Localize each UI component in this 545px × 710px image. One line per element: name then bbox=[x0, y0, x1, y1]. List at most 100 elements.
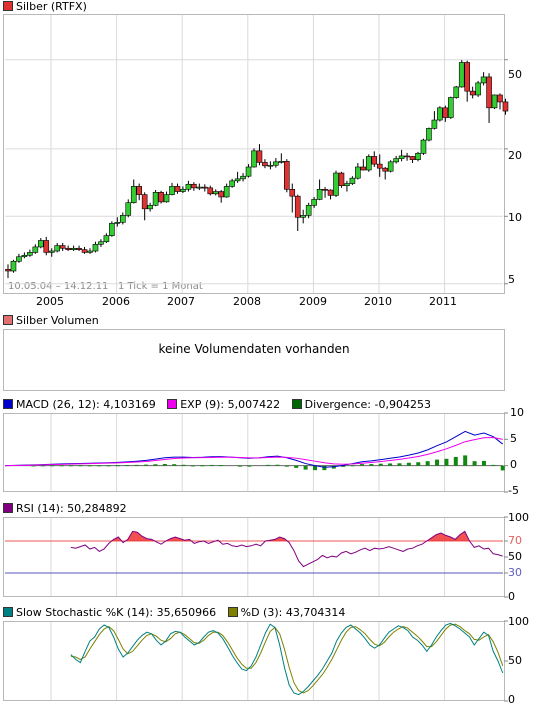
stoch-k-label: Slow Stochastic %K (14): 35,650966 bbox=[16, 606, 217, 619]
candle-body bbox=[207, 187, 214, 195]
rsi-y-tick-label: 30 bbox=[508, 566, 522, 579]
divergence-bar bbox=[144, 464, 149, 466]
candle-body bbox=[120, 215, 126, 223]
divergence-bar bbox=[31, 465, 36, 467]
range-info: 10.05.04 – 14.12.11 1 Tick = 1 Monat bbox=[8, 281, 203, 292]
candle-body bbox=[415, 153, 421, 160]
divergence-bar bbox=[68, 465, 73, 467]
candle-body bbox=[327, 189, 334, 196]
candle-body bbox=[136, 186, 142, 195]
macd-y-tick-label: 5 bbox=[510, 432, 517, 445]
price-y-tick-label: 10 bbox=[508, 211, 522, 224]
macd-swatch bbox=[3, 399, 13, 409]
rsi-overbought-area bbox=[125, 531, 155, 541]
candle-body bbox=[300, 215, 307, 218]
divergence-bar bbox=[59, 465, 64, 467]
candle-body bbox=[32, 246, 39, 253]
divergence-bar bbox=[209, 464, 214, 466]
price-y-tick-label: 50 bbox=[508, 68, 522, 81]
no-volume-message: keine Volumendaten vorhanden bbox=[158, 342, 350, 356]
candle-body bbox=[376, 163, 383, 169]
candle-body bbox=[475, 82, 481, 96]
candle-body bbox=[420, 139, 427, 154]
candle-body bbox=[245, 166, 252, 177]
candle-body bbox=[360, 166, 367, 171]
x-tick-label: 2005 bbox=[36, 295, 64, 308]
divergence-bar bbox=[500, 465, 505, 471]
divergence-bar bbox=[406, 462, 411, 466]
divergence-bar bbox=[388, 463, 393, 466]
candle-body bbox=[480, 76, 487, 84]
candle-body bbox=[382, 167, 389, 172]
candle-body bbox=[262, 162, 268, 167]
candle-body bbox=[240, 175, 246, 180]
rsi-legend-swatch bbox=[3, 503, 13, 513]
candle-body bbox=[223, 186, 230, 198]
divergence-bar bbox=[369, 464, 374, 466]
divergence-bar bbox=[172, 464, 177, 466]
divergence-bar bbox=[247, 465, 252, 467]
divergence-bar bbox=[481, 460, 486, 466]
rsi-y-tick-label: 70 bbox=[508, 534, 522, 547]
candle-body bbox=[202, 186, 208, 189]
divergence-bar bbox=[162, 463, 167, 466]
divergence-bar bbox=[106, 465, 111, 467]
stoch-k-line bbox=[70, 622, 504, 696]
candle-body bbox=[294, 195, 301, 218]
volume-panel bbox=[3, 329, 505, 391]
divergence-bar bbox=[378, 463, 383, 466]
divergence-bar bbox=[322, 465, 327, 471]
divergence-bar bbox=[350, 465, 355, 467]
stoch-d-legend-item: %D (3): 43,704314 bbox=[227, 606, 345, 619]
divergence-bar bbox=[153, 464, 158, 466]
divergence-bar bbox=[444, 458, 449, 466]
candle-body bbox=[10, 260, 17, 272]
candle-body bbox=[98, 241, 104, 245]
rsi-y-tick-label: 100 bbox=[508, 511, 529, 524]
candle-body bbox=[344, 183, 350, 186]
macd-y-tick-label: 0 bbox=[510, 458, 517, 471]
candle-body bbox=[278, 161, 285, 163]
divergence-bar bbox=[50, 465, 55, 467]
candle-body bbox=[59, 245, 66, 249]
candle-body bbox=[43, 240, 50, 253]
candle-body bbox=[398, 155, 405, 159]
stoch-y-tick-label: 0 bbox=[508, 693, 515, 706]
divergence-bar bbox=[491, 464, 496, 466]
candle-body bbox=[365, 156, 372, 171]
candle-body bbox=[404, 155, 410, 158]
candle-body bbox=[185, 183, 192, 190]
divergence-bar bbox=[97, 465, 102, 467]
tick-info: 1 Tick = 1 Monat bbox=[117, 281, 203, 292]
candle-body bbox=[158, 191, 164, 203]
stoch-k-swatch bbox=[3, 607, 13, 617]
candle-body bbox=[147, 204, 153, 210]
divergence-bar bbox=[125, 465, 130, 467]
x-tick-label: 2006 bbox=[102, 295, 130, 308]
candle-body bbox=[218, 191, 224, 198]
candle-body bbox=[54, 245, 61, 252]
volume-legend-label: Silber Volumen bbox=[16, 314, 99, 327]
divergence-bar bbox=[219, 465, 224, 467]
divergence-bar bbox=[87, 465, 92, 467]
candle-body bbox=[469, 90, 476, 96]
candle-body bbox=[409, 156, 416, 160]
x-tick-label: 2010 bbox=[364, 295, 392, 308]
divergence-bar bbox=[435, 459, 440, 466]
divergence-bar bbox=[40, 465, 45, 467]
rsi-y-tick-label: 50 bbox=[508, 550, 522, 563]
divergence-bar bbox=[266, 464, 271, 466]
macd-y-tick-label: -5 bbox=[508, 484, 519, 497]
candle-body bbox=[191, 183, 197, 189]
candle-body bbox=[283, 161, 290, 190]
divergence-bar bbox=[294, 465, 299, 468]
divergence-bar bbox=[78, 465, 83, 467]
divergence-bar bbox=[181, 464, 186, 466]
rsi-legend-label: RSI (14): 50,284892 bbox=[16, 502, 127, 515]
candle-body bbox=[316, 189, 323, 200]
price-legend-swatch bbox=[3, 1, 13, 11]
divergence-bar bbox=[425, 461, 430, 466]
candle-body bbox=[92, 244, 99, 252]
x-tick-label: 2011 bbox=[429, 295, 457, 308]
